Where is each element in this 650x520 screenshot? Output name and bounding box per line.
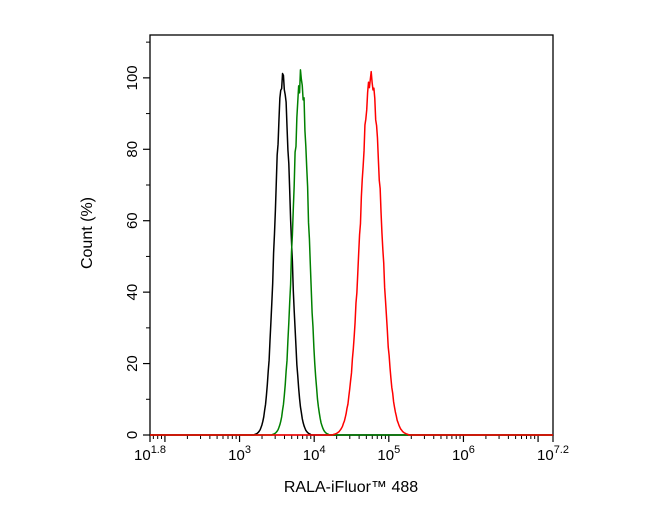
y-tick-label: 40 (124, 284, 141, 301)
histogram-curves-layer (150, 69, 553, 436)
red-curve (150, 70, 553, 436)
axis-ticks-layer: 0 20 40 60 80 100 101.8 103 104 105 106 107.2 (124, 41, 569, 464)
y-axis-label: Count (%) (79, 197, 96, 269)
x-tick-label: 105 (377, 444, 400, 464)
y-tick-label: 100 (124, 65, 141, 90)
x-tick-label: 106 (452, 444, 475, 464)
black-curve (150, 72, 553, 436)
x-tick-label: 107.2 (537, 444, 569, 464)
y-tick-label: 0 (124, 431, 141, 439)
green-curve (150, 69, 553, 436)
y-tick-label: 80 (124, 141, 141, 158)
y-tick-label: 20 (124, 355, 141, 372)
x-tick-label: 101.8 (134, 444, 166, 464)
x-tick-label: 103 (228, 444, 251, 464)
y-tick-label: 60 (124, 212, 141, 229)
x-tick-label: 104 (303, 444, 326, 464)
x-axis-label: RALA-iFluor™ 488 (284, 479, 418, 496)
